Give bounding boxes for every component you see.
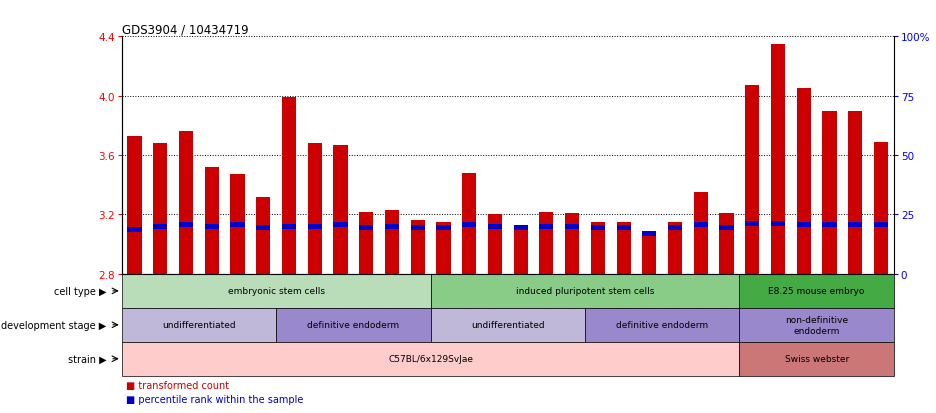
Bar [256, 226, 271, 231]
Bar [745, 221, 759, 226]
Bar [771, 45, 785, 274]
Text: ■ transformed count: ■ transformed count [126, 380, 229, 390]
Bar [127, 136, 141, 274]
Text: definitive endoderm: definitive endoderm [616, 320, 709, 330]
Bar [823, 223, 837, 228]
Text: development stage ▶: development stage ▶ [1, 320, 107, 330]
Text: undifferentiated: undifferentiated [162, 320, 236, 330]
Bar [720, 226, 734, 231]
Bar [514, 225, 528, 274]
Bar [771, 221, 785, 226]
Bar [282, 224, 296, 229]
Bar [230, 223, 244, 228]
Bar [874, 142, 888, 274]
Bar [617, 226, 631, 231]
Bar [385, 224, 399, 229]
Bar [668, 222, 682, 274]
Text: strain ▶: strain ▶ [67, 354, 107, 364]
Bar [488, 215, 502, 274]
Bar [565, 224, 579, 229]
Text: GDS3904 / 10434719: GDS3904 / 10434719 [122, 23, 248, 36]
Bar [823, 111, 837, 274]
Bar [745, 86, 759, 274]
Bar [514, 226, 528, 231]
Bar [122, 308, 276, 342]
Text: C57BL/6x129SvJae: C57BL/6x129SvJae [388, 354, 473, 363]
Bar [282, 98, 296, 274]
Bar [797, 89, 811, 274]
Bar [122, 274, 431, 308]
Text: non-definitive
endoderm: non-definitive endoderm [785, 316, 848, 335]
Bar [154, 144, 168, 274]
Bar [585, 308, 739, 342]
Bar [720, 214, 734, 274]
Bar [642, 232, 656, 237]
Bar [488, 224, 502, 229]
Bar [359, 226, 373, 231]
Bar [431, 274, 739, 308]
Bar [230, 175, 244, 274]
Bar [797, 223, 811, 228]
Text: undifferentiated: undifferentiated [471, 320, 545, 330]
Bar [436, 222, 450, 274]
Bar [276, 308, 431, 342]
Bar [591, 226, 605, 231]
Bar [462, 223, 476, 228]
Text: E8.25 mouse embryo: E8.25 mouse embryo [768, 287, 865, 296]
Bar [539, 224, 553, 229]
Bar [848, 223, 862, 228]
Bar [462, 173, 476, 274]
Bar [739, 342, 894, 376]
Bar [179, 132, 193, 274]
Bar [122, 342, 739, 376]
Bar [436, 226, 450, 231]
Bar [205, 168, 219, 274]
Bar [333, 223, 347, 228]
Text: definitive endoderm: definitive endoderm [307, 320, 400, 330]
Bar [874, 223, 888, 228]
Bar [694, 193, 708, 274]
Bar [359, 212, 373, 274]
Bar [333, 145, 347, 274]
Bar [694, 223, 708, 228]
Text: embryonic stem cells: embryonic stem cells [227, 287, 325, 296]
Bar [739, 274, 894, 308]
Bar [308, 224, 322, 229]
Bar [739, 308, 894, 342]
Bar [431, 308, 585, 342]
Bar [642, 233, 656, 274]
Bar [591, 222, 605, 274]
Bar [127, 227, 141, 233]
Bar [848, 111, 862, 274]
Bar [411, 221, 425, 274]
Bar [565, 214, 579, 274]
Text: cell type ▶: cell type ▶ [53, 286, 107, 296]
Bar [154, 224, 168, 229]
Text: Swiss webster: Swiss webster [784, 354, 849, 363]
Bar [308, 144, 322, 274]
Bar [617, 222, 631, 274]
Bar [179, 223, 193, 228]
Bar [668, 226, 682, 231]
Bar [385, 211, 399, 274]
Bar [539, 212, 553, 274]
Bar [411, 226, 425, 231]
Bar [205, 224, 219, 229]
Text: induced pluripotent stem cells: induced pluripotent stem cells [516, 287, 654, 296]
Text: ■ percentile rank within the sample: ■ percentile rank within the sample [126, 394, 304, 404]
Bar [256, 197, 271, 274]
